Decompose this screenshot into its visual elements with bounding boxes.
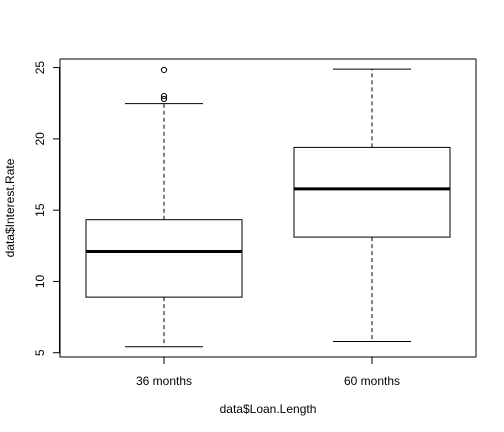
x-axis-title: data$Loan.Length [220,402,317,416]
y-tick-label: 15 [33,203,47,217]
outlier-point [160,92,168,100]
x-tick-label: 60 months [344,374,400,388]
iqr-box [85,219,243,298]
iqr-box [293,146,451,238]
boxes-layer [85,66,451,348]
y-tick-label: 10 [33,274,47,288]
y-tick-label: 5 [33,349,47,356]
box-group [293,68,451,342]
outlier-point [160,66,168,74]
x-tick-label: 36 months [136,374,192,388]
y-tick-label: 20 [33,132,47,146]
outlier-point [160,95,168,103]
x-axis: 36 months 60 months [136,356,400,388]
box-group [85,66,243,348]
y-axis-title: data$Interest.Rate [3,158,17,257]
y-tick-label: 25 [33,61,47,75]
y-axis: 5 10 15 20 25 [33,61,60,356]
